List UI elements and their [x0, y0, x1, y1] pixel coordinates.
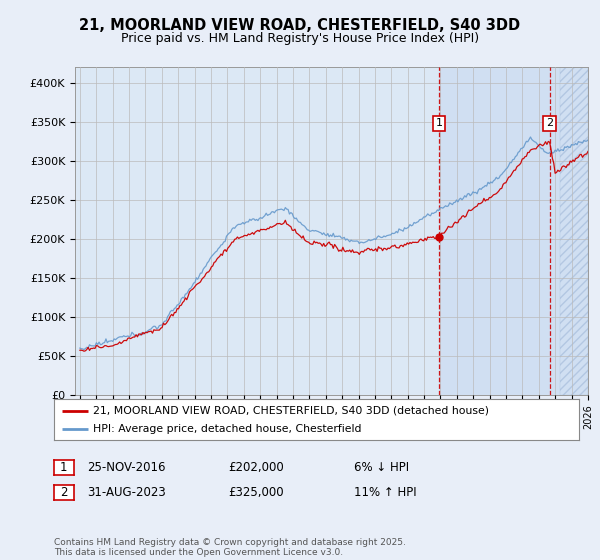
Text: Price paid vs. HM Land Registry's House Price Index (HPI): Price paid vs. HM Land Registry's House … — [121, 32, 479, 45]
Text: 11% ↑ HPI: 11% ↑ HPI — [354, 486, 416, 499]
Text: HPI: Average price, detached house, Chesterfield: HPI: Average price, detached house, Ches… — [94, 424, 362, 434]
Text: 21, MOORLAND VIEW ROAD, CHESTERFIELD, S40 3DD: 21, MOORLAND VIEW ROAD, CHESTERFIELD, S4… — [79, 18, 521, 33]
Text: £202,000: £202,000 — [228, 461, 284, 474]
Text: 1: 1 — [436, 118, 443, 128]
Text: 2: 2 — [60, 486, 68, 499]
Text: 6% ↓ HPI: 6% ↓ HPI — [354, 461, 409, 474]
Text: 21, MOORLAND VIEW ROAD, CHESTERFIELD, S40 3DD (detached house): 21, MOORLAND VIEW ROAD, CHESTERFIELD, S4… — [94, 405, 490, 416]
Text: 1: 1 — [60, 461, 68, 474]
Text: 25-NOV-2016: 25-NOV-2016 — [87, 461, 166, 474]
Text: 2: 2 — [546, 118, 553, 128]
Text: 31-AUG-2023: 31-AUG-2023 — [87, 486, 166, 499]
Text: £325,000: £325,000 — [228, 486, 284, 499]
Text: Contains HM Land Registry data © Crown copyright and database right 2025.
This d: Contains HM Land Registry data © Crown c… — [54, 538, 406, 557]
